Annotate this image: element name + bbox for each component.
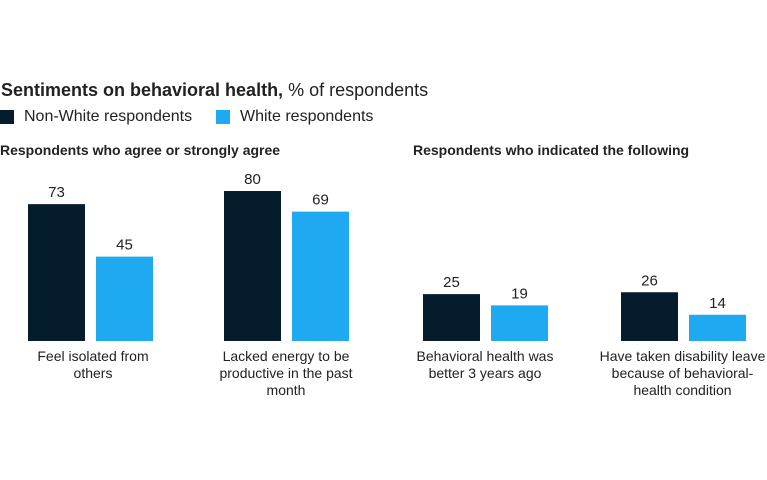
data-label-p0-c1-s1: 69 (312, 192, 329, 209)
bar-p1-c0-s1 (491, 305, 548, 341)
chart-title-rest: % of respondents (283, 80, 429, 100)
data-label-p0-c1-s0: 80 (244, 171, 261, 188)
chart-title: Sentiments on behavioral health, % of re… (1, 80, 428, 101)
panel-title-indicated: Respondents who indicated the following (413, 142, 690, 158)
chart-title-bold: Sentiments on behavioral health, (1, 80, 284, 100)
data-label-p0-c0-s0: 73 (48, 184, 65, 201)
legend-label-non-white: Non-White respondents (24, 108, 193, 125)
legend-swatch-white (216, 110, 230, 124)
category-label-disability-leave: Have taken disability leave because of b… (599, 348, 766, 398)
data-label-p1-c0-s1: 19 (511, 285, 528, 302)
bar-p0-c1-s1 (292, 211, 349, 341)
bar-p1-c0-s0 (423, 294, 480, 341)
bar-p0-c1-s0 (224, 191, 281, 341)
category-label-better-3-years: Behavioral health was better 3 years ago (416, 348, 554, 381)
panel-title-agree: Respondents who agree or strongly agree (0, 142, 281, 158)
category-label-lacked-energy: Lacked energy to be productive in the pa… (219, 348, 353, 398)
data-label-p0-c0-s1: 45 (116, 237, 133, 254)
legend-item-non-white: Non-White respondents (0, 108, 192, 126)
bar-p0-c0-s0 (28, 204, 85, 341)
legend-item-white: White respondents (216, 108, 373, 126)
legend-swatch-non-white (0, 110, 14, 124)
bar-p1-c1-s0 (621, 292, 678, 341)
category-label-isolated: Feel isolated from others (37, 348, 149, 381)
data-label-p1-c1-s0: 26 (641, 272, 658, 289)
data-label-p1-c1-s1: 14 (709, 295, 726, 312)
bar-p0-c0-s1 (96, 256, 153, 341)
data-label-p1-c0-s0: 25 (443, 274, 460, 291)
legend-label-white: White respondents (240, 108, 374, 125)
bar-p1-c1-s1 (689, 314, 746, 341)
